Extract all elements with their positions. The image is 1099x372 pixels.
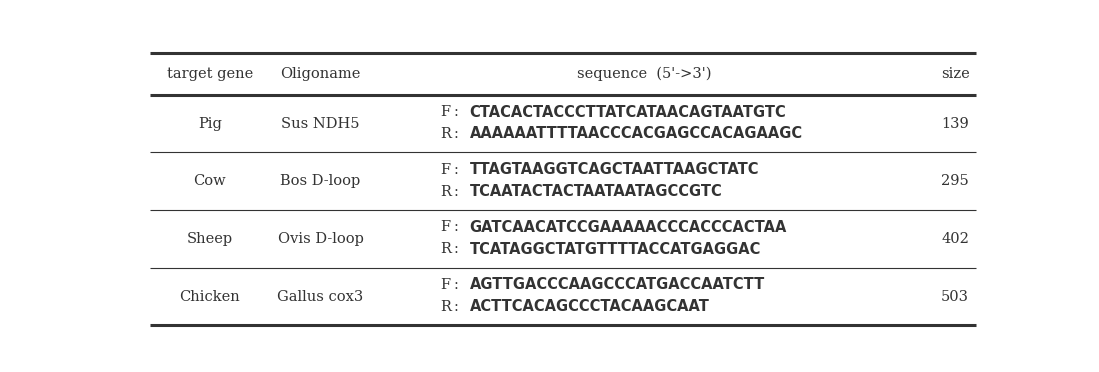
Text: F: F (440, 278, 449, 292)
Text: 503: 503 (941, 289, 969, 304)
Text: :: : (454, 127, 458, 141)
Text: R: R (440, 242, 451, 256)
Text: ACTTCACAGCCCTACAAGCAAT: ACTTCACAGCCCTACAAGCAAT (469, 299, 710, 314)
Text: TTAGTAAGGTCAGCTAATTAAGCTATC: TTAGTAAGGTCAGCTAATTAAGCTATC (469, 162, 759, 177)
Text: Ovis D-loop: Ovis D-loop (278, 232, 364, 246)
Text: AGTTGACCCAAGCCCATGACCAATCTT: AGTTGACCCAAGCCCATGACCAATCTT (469, 278, 765, 292)
Text: Pig: Pig (198, 116, 222, 131)
Text: :: : (454, 185, 458, 199)
Text: R: R (440, 300, 451, 314)
Text: CTACACTACCCTTATCATAACAGTAATGTC: CTACACTACCCTTATCATAACAGTAATGTC (469, 105, 786, 119)
Text: TCAATACTACTAATAATAGCCGTC: TCAATACTACTAATAATAGCCGTC (469, 184, 722, 199)
Text: Chicken: Chicken (179, 289, 241, 304)
Text: Cow: Cow (193, 174, 226, 188)
Text: R: R (440, 185, 451, 199)
Text: F: F (440, 105, 449, 119)
Text: F: F (440, 220, 449, 234)
Text: AAAAAATTTTAACCCACGAGCCACAGAAGC: AAAAAATTTTAACCCACGAGCCACAGAAGC (469, 126, 802, 141)
Text: Sheep: Sheep (187, 232, 233, 246)
Text: R: R (440, 127, 451, 141)
Text: GATCAACATCCGAAAAACCCACCCACTAA: GATCAACATCCGAAAAACCCACCCACTAA (469, 220, 787, 235)
Text: 402: 402 (941, 232, 969, 246)
Text: :: : (454, 105, 458, 119)
Text: Gallus cox3: Gallus cox3 (277, 289, 364, 304)
Text: Sus NDH5: Sus NDH5 (281, 116, 359, 131)
Text: target gene: target gene (167, 67, 253, 81)
Text: Bos D-loop: Bos D-loop (280, 174, 360, 188)
Text: :: : (454, 163, 458, 177)
Text: 139: 139 (941, 116, 969, 131)
Text: F: F (440, 163, 449, 177)
Text: :: : (454, 242, 458, 256)
Text: :: : (454, 220, 458, 234)
Text: :: : (454, 300, 458, 314)
Text: sequence  (5'->3'): sequence (5'->3') (577, 67, 711, 81)
Text: 295: 295 (941, 174, 969, 188)
Text: size: size (941, 67, 969, 81)
Text: Oligoname: Oligoname (280, 67, 360, 81)
Text: :: : (454, 278, 458, 292)
Text: TCATAGGCTATGTTTTACCATGAGGAC: TCATAGGCTATGTTTTACCATGAGGAC (469, 242, 761, 257)
